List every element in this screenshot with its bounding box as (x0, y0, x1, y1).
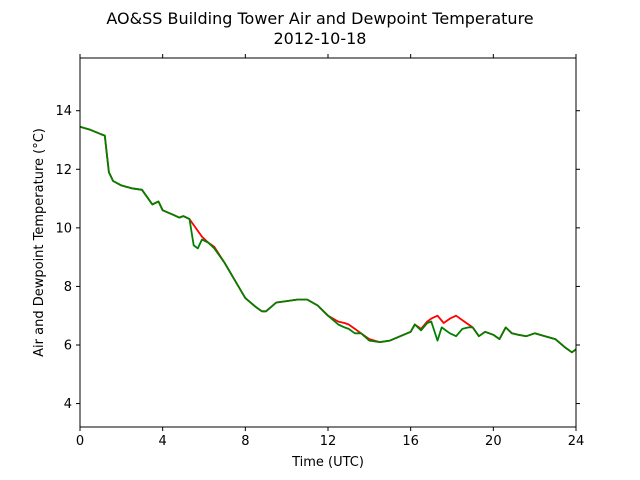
x-tick-label: 8 (241, 434, 249, 449)
y-tick-label: 10 (55, 221, 72, 236)
x-tick-label: 4 (159, 434, 167, 449)
y-tick-label: 6 (64, 339, 72, 354)
plot-frame (79, 57, 577, 428)
x-tick-label: 0 (76, 434, 84, 449)
y-tick-label: 14 (55, 104, 72, 119)
y-tick-label: 8 (64, 280, 72, 295)
chart-title: AO&SS Building Tower Air and Dewpoint Te… (106, 9, 533, 28)
x-tick-label: 16 (402, 434, 419, 449)
chart-subtitle: 2012-10-18 (274, 29, 367, 48)
x-tick-label: 12 (320, 434, 337, 449)
x-tick-label: 20 (485, 434, 502, 449)
y-axis-label: Air and Dewpoint Temperature (°C) (32, 128, 47, 357)
y-tick-label: 12 (55, 163, 72, 178)
x-axis-label: Time (UTC) (291, 455, 364, 470)
y-tick-label: 4 (64, 397, 72, 412)
tick-layer: 0 4 8 12 16 20 24 4 6 8 10 12 14 (55, 54, 584, 449)
series-layer (79, 125, 577, 354)
x-tick-label: 24 (568, 434, 585, 449)
series-line-1 (79, 125, 577, 354)
